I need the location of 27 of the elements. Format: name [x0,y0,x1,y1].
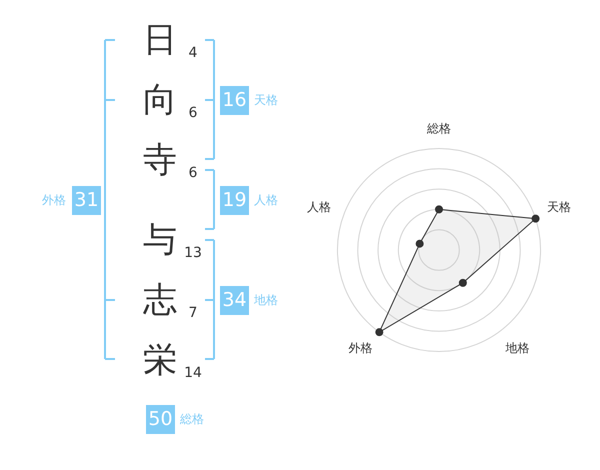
badge: 31 [72,186,101,214]
text: 外格 [42,193,66,207]
badge: 19 [220,186,249,214]
spoke-label: 地格 [504,341,530,356]
spoke-label: 外格 [348,341,372,356]
data-label: 4 [188,45,198,61]
text: 天格 [254,93,278,107]
text: 総格 [180,412,204,426]
data-label: 6 [188,105,198,121]
spoke-label: 人格 [307,200,331,214]
data-label: 14 [184,365,202,381]
data-label: 7 [188,305,198,321]
category-label: 向 [143,80,177,120]
category-label: 栄 [143,340,177,380]
spoke-label: 天格 [547,200,571,214]
text: 地格 [254,293,278,307]
text: 人格 [254,193,278,207]
category-label: 志 [143,280,177,320]
data-label: 6 [188,165,198,181]
spoke-label: 総格 [426,121,451,136]
badge: 50 [146,404,175,434]
category-label: 寺 [143,140,177,180]
badge: 16 [220,86,249,114]
category-label: 与 [143,220,177,260]
data-label: 13 [184,245,202,261]
badge: 34 [220,286,249,314]
category-label: 日 [143,20,177,60]
